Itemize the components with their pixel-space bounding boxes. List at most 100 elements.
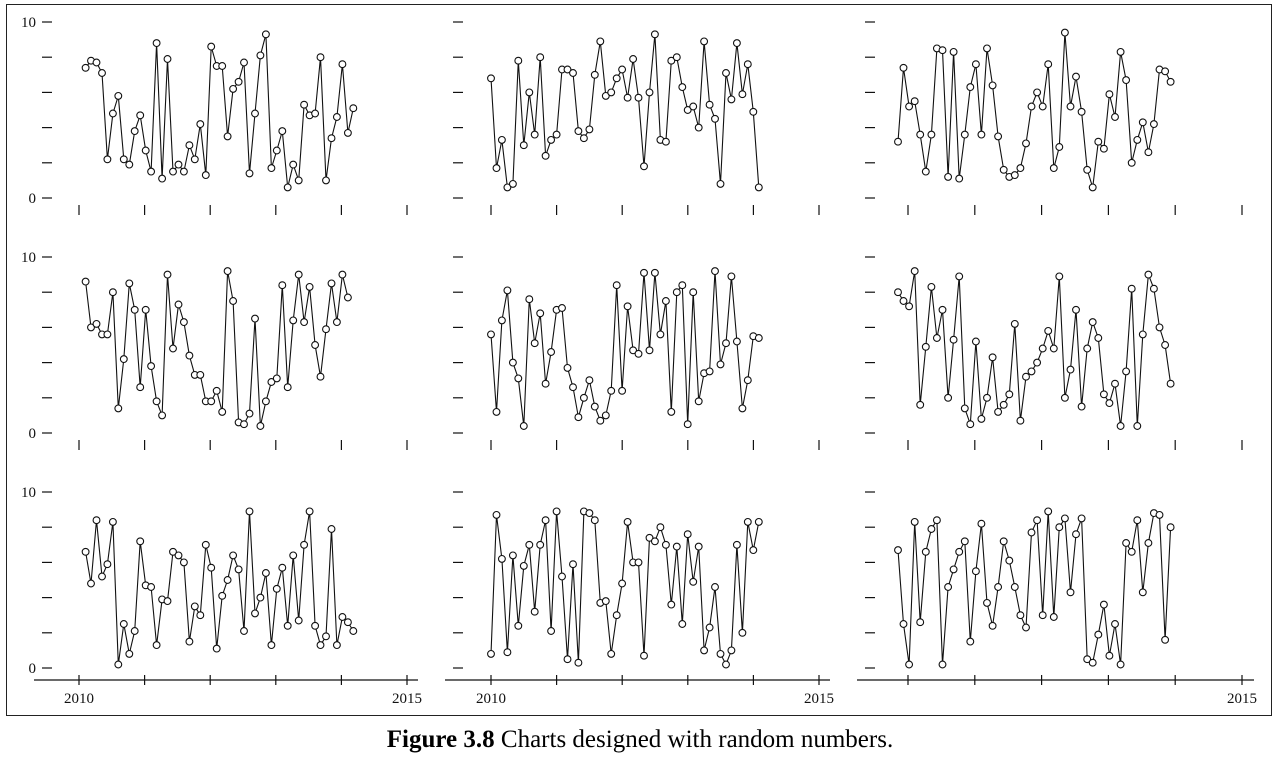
panel-6-data-point-0 [894, 288, 902, 297]
panel-1-data-point-40 [300, 100, 309, 109]
panel-4-data-point-7 [119, 355, 128, 364]
panel-5-data-point-46 [738, 404, 747, 413]
panel-6-data-point-29 [1055, 272, 1064, 281]
panel-3-data-point-42 [1127, 158, 1136, 167]
panel-3-data-point-6 [927, 130, 936, 139]
panel-9-data-point-16 [983, 598, 991, 607]
panel-5-data-point-30 [650, 268, 659, 277]
panel-1-data-point-18 [179, 167, 188, 176]
panel-8-data-point-3 [503, 648, 512, 657]
panel-3-data-point-44 [1138, 118, 1147, 127]
panel-7-data-point-49 [349, 627, 358, 635]
panel-3-data-point-43 [1133, 135, 1142, 144]
panel-9-data-point-8 [938, 660, 947, 669]
panel-1-data-point-48 [343, 128, 352, 137]
panel-7-data-point-13 [152, 641, 161, 650]
panel-9-data-point-39 [1111, 620, 1119, 628]
panel-1-data-point-37 [283, 183, 292, 192]
panel-3-data-point-13 [966, 83, 975, 92]
caption-text: Charts designed with random numbers. [494, 726, 894, 753]
panel-7-data-point-41 [305, 507, 314, 516]
panel-4-data-point-10 [136, 383, 145, 392]
panel-7-data-point-5 [108, 517, 117, 526]
panel-4-data-point-4 [103, 330, 112, 339]
panel-6-data-point-22 [1016, 416, 1025, 425]
panel-3-data-point-17 [988, 81, 997, 90]
panel-7-data-point-0 [81, 547, 90, 556]
panel-2-data-point-5 [514, 56, 523, 65]
panel-1-data-point-39 [294, 176, 303, 185]
panel-6-data-point-45 [1144, 270, 1153, 279]
panel-9-data-point-15 [977, 519, 986, 528]
panel-9-data-point-41 [1122, 539, 1131, 547]
panel-8-data-point-18 [585, 509, 594, 518]
panel-4-data-point-45 [327, 279, 336, 288]
panel-5-data-point-25 [623, 302, 632, 311]
panel-7-data-point-24 [212, 644, 221, 653]
panel-5-data-point-47 [743, 376, 752, 385]
panel-2-data-point-33 [667, 56, 676, 65]
panel-7-series-line [85, 511, 354, 665]
panel-6-data-point-42 [1127, 284, 1136, 293]
panel-9-data-point-23 [1022, 623, 1030, 632]
panel-9-data-point-19 [999, 537, 1008, 546]
panel-9-data-point-25 [1033, 516, 1042, 525]
panel-1-data-point-2 [92, 58, 101, 67]
panel-2-data-point-25 [623, 93, 632, 102]
panel-7-data-point-19 [185, 637, 194, 646]
panel-1-data-point-42 [311, 109, 320, 118]
panel-7-data-point-16 [169, 547, 177, 556]
panel-7-data-point-43 [316, 641, 325, 650]
panel-7-data-point-28 [234, 565, 243, 574]
panel-1-y-tick-label-bottom: 0 [29, 191, 37, 207]
panel-5-data-point-28 [640, 268, 648, 277]
panel-9-data-point-17 [988, 621, 997, 630]
panel-1-data-point-32 [256, 51, 265, 60]
panel-5-data-point-41 [711, 267, 719, 276]
panel-5-data-point-26 [629, 346, 638, 355]
panel-6-data-point-44 [1138, 330, 1147, 339]
panel-2-data-point-7 [525, 88, 534, 97]
panel-1-data-point-20 [190, 155, 199, 164]
panel-5-data-point-27 [634, 349, 643, 358]
panel-8-data-point-31 [656, 523, 665, 532]
panel-7-data-point-18 [179, 558, 188, 567]
panel-6-series-line [897, 271, 1172, 427]
panel-9-data-point-1 [899, 620, 908, 628]
panel-8-data-point-15 [569, 560, 577, 569]
panel-4-data-point-31 [251, 314, 259, 323]
panel-6-data-point-1 [899, 297, 908, 305]
panel-6-data-point-30 [1060, 393, 1069, 402]
panel-6-data-point-3 [910, 267, 919, 276]
panel-3-data-point-46 [1149, 120, 1158, 129]
panel-9-data-point-27 [1044, 507, 1053, 516]
panel-6-data-point-48 [1161, 341, 1170, 349]
panel-3-data-point-25 [1033, 88, 1042, 97]
panel-9-data-point-29 [1055, 523, 1064, 532]
panel-9-data-point-13 [966, 637, 975, 646]
panel-9-data-point-14 [971, 567, 980, 576]
panel-3-data-point-49 [1166, 77, 1175, 86]
panel-7-data-point-26 [223, 576, 232, 584]
panel-6-data-point-34 [1083, 344, 1092, 353]
panel-7-data-point-32 [256, 593, 265, 602]
panel-9-data-point-0 [894, 546, 902, 555]
panel-1-data-point-16 [169, 167, 177, 176]
panel-5-data-point-24 [618, 386, 627, 395]
panel-5-data-point-32 [661, 297, 670, 305]
panel-7-data-point-40 [300, 540, 309, 549]
panel-3-data-point-41 [1122, 76, 1131, 85]
panel-8-data-point-19 [590, 516, 599, 525]
panel-9-x-tick-label-2015: 2015 [1227, 691, 1257, 707]
panel-5-data-point-2 [497, 316, 506, 325]
panel-5-data-point-18 [585, 376, 594, 385]
panel-6-data-point-25 [1033, 358, 1042, 367]
panel-3-data-point-31 [1066, 102, 1075, 111]
panel-4-data-point-9 [130, 305, 139, 314]
panel-6-data-point-14 [971, 337, 980, 346]
panel-8-data-point-40 [705, 623, 714, 632]
panel-8-data-point-23 [612, 611, 621, 620]
panel-8-data-point-9 [536, 540, 545, 549]
panel-8-data-point-46 [738, 628, 747, 637]
panel-9-data-point-20 [1005, 556, 1014, 565]
